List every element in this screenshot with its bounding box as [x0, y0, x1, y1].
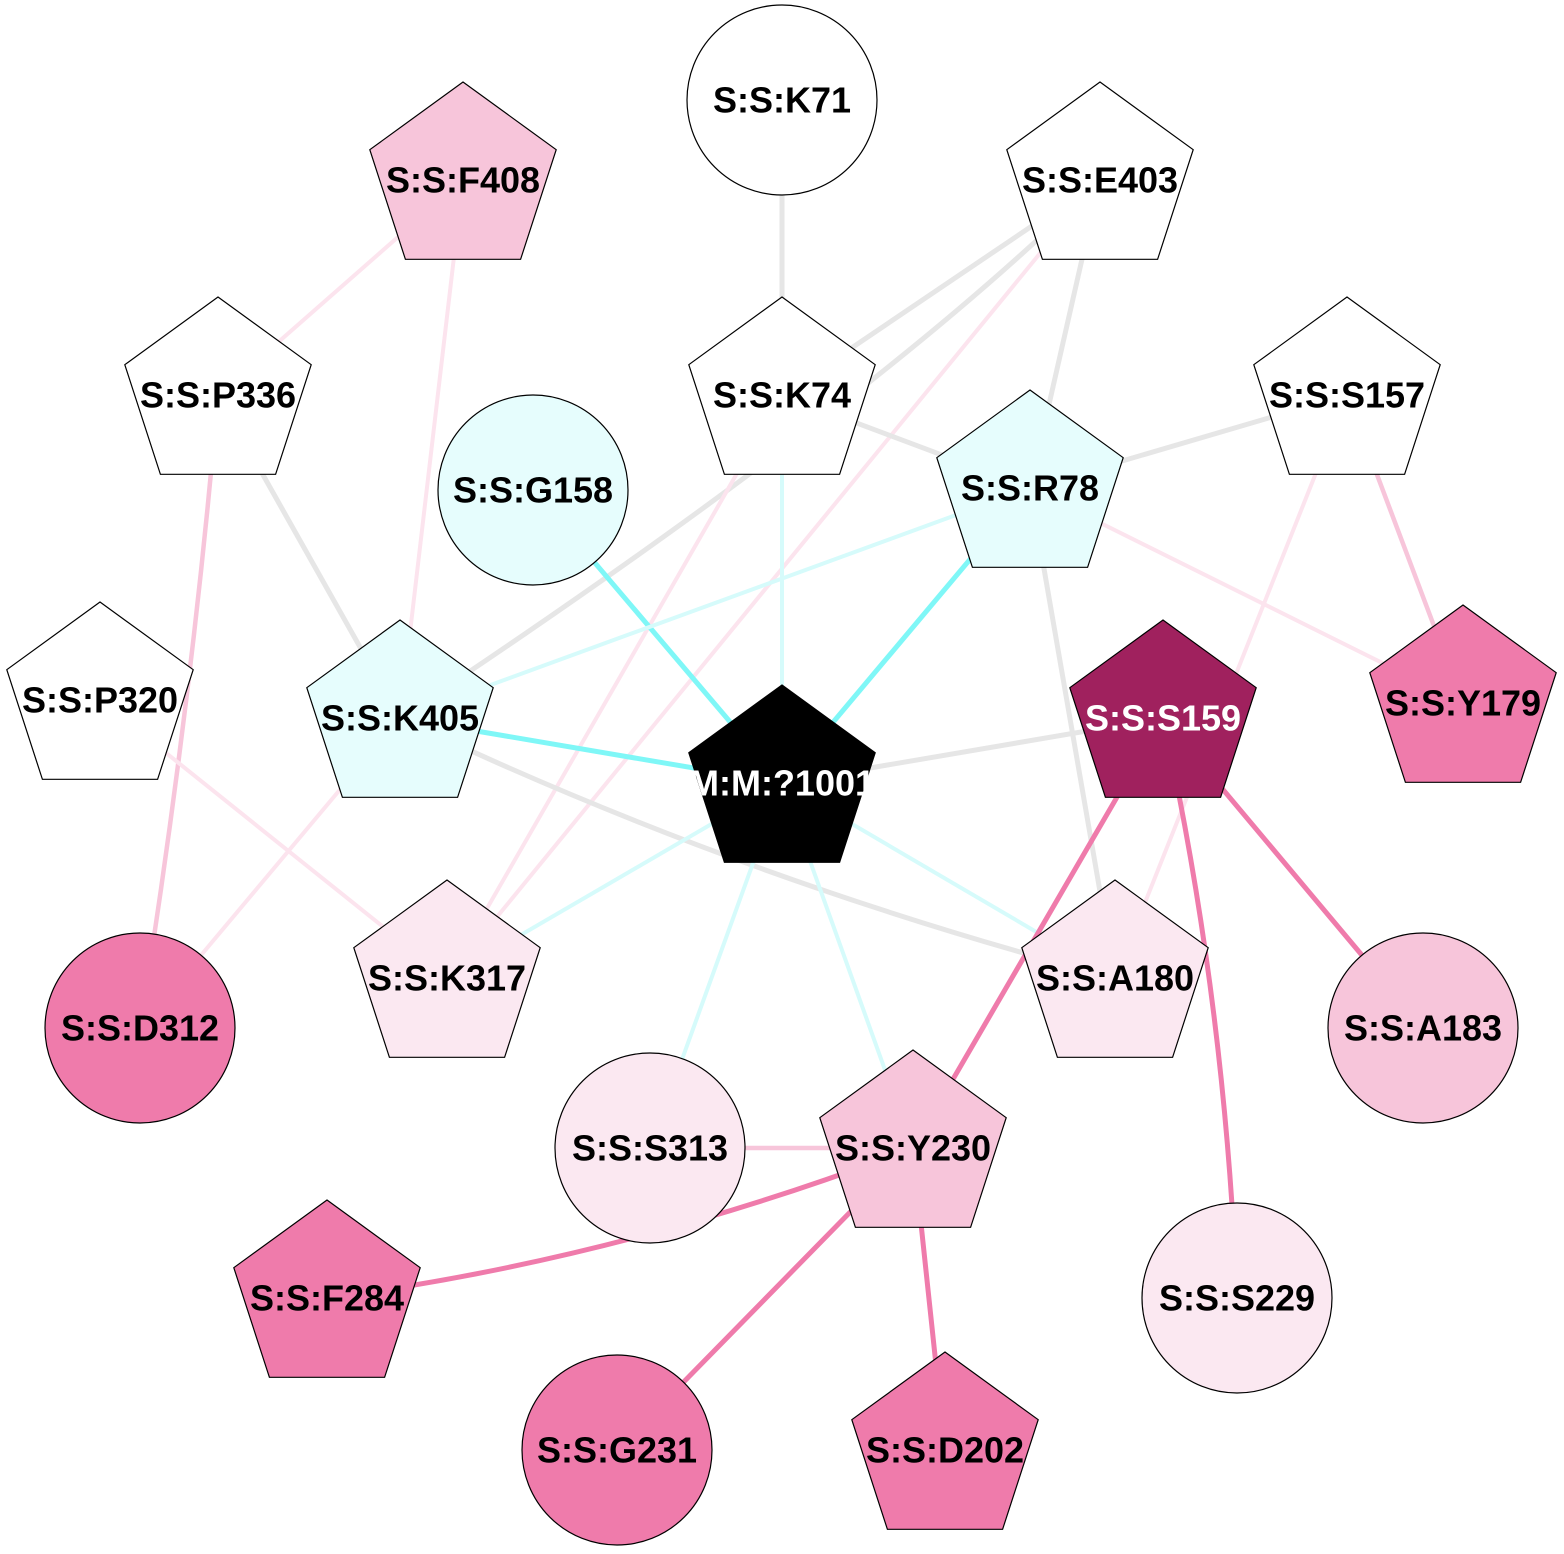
node-label: S:S:D202: [866, 1430, 1024, 1471]
node-r78[interactable]: S:S:R78: [936, 389, 1124, 568]
node-shape-pentagon: [1369, 604, 1557, 783]
node-y179[interactable]: S:S:Y179: [1369, 604, 1557, 783]
node-f284[interactable]: S:S:F284: [233, 1199, 421, 1378]
node-label: S:S:P336: [140, 375, 296, 416]
node-d202[interactable]: S:S:D202: [851, 1351, 1039, 1530]
node-shape-pentagon: [369, 81, 557, 260]
node-m1001[interactable]: M:M:?1001: [688, 684, 876, 863]
node-k74[interactable]: S:S:K74: [688, 296, 876, 475]
node-y230[interactable]: S:S:Y230: [819, 1049, 1007, 1228]
node-g231[interactable]: S:S:G231: [521, 1354, 713, 1546]
node-p336[interactable]: S:S:P336: [124, 296, 312, 475]
node-label: S:S:D312: [61, 1008, 219, 1049]
node-shape-pentagon: [233, 1199, 421, 1378]
node-shape-circle: [521, 1354, 713, 1546]
node-shape-pentagon: [353, 879, 541, 1058]
node-s157[interactable]: S:S:S157: [1253, 296, 1441, 475]
edge-e403-k317: [445, 178, 1102, 980]
node-label: S:S:R78: [961, 468, 1099, 509]
node-shape-circle: [1141, 1202, 1333, 1394]
node-label: S:S:K317: [368, 958, 526, 999]
node-shape-pentagon: [6, 601, 194, 780]
node-a180[interactable]: S:S:A180: [1021, 879, 1209, 1058]
node-d312[interactable]: S:S:D312: [44, 932, 236, 1124]
node-k71[interactable]: S:S:K71: [686, 4, 878, 196]
node-shape-pentagon: [936, 389, 1124, 568]
node-e403[interactable]: S:S:E403: [1006, 81, 1194, 260]
node-f408[interactable]: S:S:F408: [369, 81, 557, 260]
node-shape-pentagon: [688, 684, 876, 863]
node-shape-pentagon: [819, 1049, 1007, 1228]
node-label: S:S:P320: [22, 680, 178, 721]
node-s229[interactable]: S:S:S229: [1141, 1202, 1333, 1394]
node-shape-pentagon: [688, 296, 876, 475]
edge-r78-k405: [398, 486, 1032, 720]
node-shape-circle: [1327, 932, 1519, 1124]
node-label: S:S:K405: [321, 698, 479, 739]
node-label: S:S:F284: [250, 1278, 404, 1319]
node-label: S:S:S157: [1269, 375, 1425, 416]
node-label: S:S:S229: [1159, 1278, 1315, 1319]
edge-k405-a180: [397, 715, 1118, 981]
node-label: S:S:E403: [1022, 160, 1178, 201]
node-shape-circle: [554, 1052, 746, 1244]
node-s313[interactable]: S:S:S313: [554, 1052, 746, 1244]
node-shape-circle: [437, 394, 629, 586]
node-shape-pentagon: [306, 619, 494, 798]
node-label: S:S:S159: [1085, 698, 1241, 739]
node-label: S:S:Y230: [835, 1128, 991, 1169]
node-label: S:S:A183: [1344, 1008, 1502, 1049]
node-label: S:S:G231: [537, 1430, 697, 1471]
node-label: S:S:K74: [713, 375, 851, 416]
node-s159[interactable]: S:S:S159: [1069, 619, 1257, 798]
node-shape-pentagon: [851, 1351, 1039, 1530]
node-a183[interactable]: S:S:A183: [1327, 932, 1519, 1124]
node-shape-circle: [686, 4, 878, 196]
node-g158[interactable]: S:S:G158: [437, 394, 629, 586]
node-label: S:S:A180: [1036, 958, 1194, 999]
nodes-layer: S:S:K71 S:S:F408 S:S:E403 S:S:P336 S:S:K74 S:…: [6, 4, 1557, 1546]
edge-k74-k317: [445, 393, 784, 980]
node-p320[interactable]: S:S:P320: [6, 601, 194, 780]
node-shape-pentagon: [1021, 879, 1209, 1058]
node-shape-circle: [44, 932, 236, 1124]
node-shape-pentagon: [1253, 296, 1441, 475]
node-shape-pentagon: [1069, 619, 1257, 798]
node-label: S:S:Y179: [1385, 683, 1541, 724]
node-shape-pentagon: [1006, 81, 1194, 260]
node-label: M:M:?1001: [689, 763, 875, 804]
node-label: S:S:G158: [453, 470, 613, 511]
node-label: S:S:S313: [572, 1128, 728, 1169]
node-label: S:S:K71: [713, 80, 851, 121]
node-k317[interactable]: S:S:K317: [353, 879, 541, 1058]
node-label: S:S:F408: [386, 160, 540, 201]
node-shape-pentagon: [124, 296, 312, 475]
node-k405[interactable]: S:S:K405: [306, 619, 494, 798]
